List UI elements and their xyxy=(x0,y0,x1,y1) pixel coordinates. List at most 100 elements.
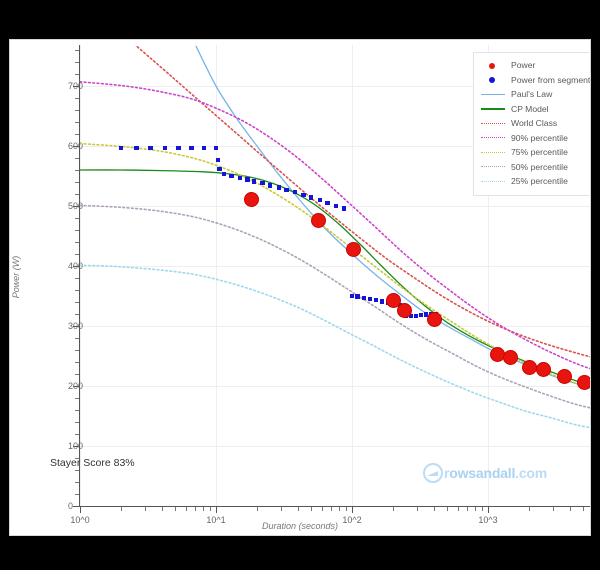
segment-power-marker[interactable] xyxy=(349,293,355,299)
x-tick-minor xyxy=(583,507,585,511)
segment-power-marker[interactable] xyxy=(355,294,360,299)
segment-power-marker[interactable] xyxy=(284,187,289,192)
segment-power-marker[interactable] xyxy=(217,166,222,171)
segment-power-marker[interactable] xyxy=(408,313,414,318)
power-marker[interactable] xyxy=(244,192,260,208)
series-line xyxy=(80,204,590,409)
y-tick-minor xyxy=(75,398,79,399)
segment-power-marker[interactable] xyxy=(413,313,419,318)
gridline-horizontal xyxy=(80,86,590,87)
legend-swatch xyxy=(480,132,506,144)
power-marker[interactable] xyxy=(345,241,361,257)
segment-power-marker[interactable] xyxy=(134,145,139,150)
segment-power-marker[interactable] xyxy=(267,183,273,188)
gridline-vertical xyxy=(80,45,81,506)
segment-power-marker[interactable] xyxy=(148,145,153,150)
x-tick-minor xyxy=(416,507,418,511)
x-tick xyxy=(80,507,81,513)
power-marker[interactable] xyxy=(576,375,590,391)
y-tick-minor xyxy=(75,410,79,411)
legend-swatch xyxy=(480,88,506,100)
segment-power-marker[interactable] xyxy=(118,145,124,150)
y-tick-minor xyxy=(75,122,79,123)
legend-item[interactable]: World Class xyxy=(480,116,584,131)
legend-label: Power from segments xyxy=(511,74,591,85)
segment-power-marker[interactable] xyxy=(333,203,338,209)
y-tick-minor xyxy=(75,242,79,243)
y-tick-minor xyxy=(75,98,79,99)
segment-power-marker[interactable] xyxy=(251,179,257,184)
legend-item[interactable]: Power xyxy=(480,58,584,73)
segment-power-marker[interactable] xyxy=(367,296,372,302)
segment-power-marker[interactable] xyxy=(423,312,429,317)
segment-power-marker[interactable] xyxy=(229,173,234,179)
segment-power-marker[interactable] xyxy=(292,190,298,195)
y-tick-minor xyxy=(75,278,79,279)
segment-power-marker[interactable] xyxy=(361,295,366,300)
legend-item[interactable]: 25% percentile xyxy=(480,174,584,189)
power-marker[interactable] xyxy=(311,212,327,228)
power-marker[interactable] xyxy=(557,368,573,384)
segment-power-marker[interactable] xyxy=(379,299,385,304)
y-tick xyxy=(73,146,79,147)
power-marker[interactable] xyxy=(427,312,443,328)
segment-power-marker[interactable] xyxy=(301,193,306,198)
segment-power-marker[interactable] xyxy=(189,145,194,150)
power-marker[interactable] xyxy=(503,350,519,366)
y-tick xyxy=(73,326,79,327)
stayer-score-annotation: Stayer Score 83% xyxy=(50,457,135,469)
legend-item[interactable]: Power from segments xyxy=(480,73,590,88)
power-marker[interactable] xyxy=(397,303,413,319)
legend-line-icon xyxy=(481,108,505,110)
x-axis-line xyxy=(79,506,590,507)
y-tick-minor xyxy=(75,110,79,111)
segment-power-marker[interactable] xyxy=(308,195,314,200)
y-tick-minor xyxy=(75,182,79,183)
segment-power-marker[interactable] xyxy=(317,197,323,203)
x-tick-label: 10^0 xyxy=(70,515,90,525)
y-tick-minor xyxy=(75,470,79,471)
segment-power-marker[interactable] xyxy=(245,177,250,182)
legend-item[interactable]: 75% percentile xyxy=(480,145,584,160)
power-marker[interactable] xyxy=(386,293,402,309)
series-line xyxy=(134,45,590,358)
segment-power-marker[interactable] xyxy=(162,145,167,150)
x-tick-minor xyxy=(209,507,211,511)
legend-item[interactable]: CP Model xyxy=(480,102,584,117)
segment-power-marker[interactable] xyxy=(202,145,207,150)
legend-dotted-line-icon xyxy=(481,180,505,182)
segment-power-marker[interactable] xyxy=(418,313,424,318)
x-tick-minor xyxy=(345,507,347,511)
x-tick-minor xyxy=(280,507,282,511)
segment-power-marker[interactable] xyxy=(373,298,379,303)
segment-power-marker[interactable] xyxy=(215,157,220,162)
segment-power-marker[interactable] xyxy=(341,206,346,211)
y-tick-minor xyxy=(75,422,79,423)
segment-power-marker[interactable] xyxy=(276,185,282,190)
x-tick xyxy=(488,507,489,513)
segment-power-marker[interactable] xyxy=(213,145,219,150)
legend-item[interactable]: 50% percentile xyxy=(480,160,584,175)
series-line xyxy=(80,81,590,370)
segment-power-marker[interactable] xyxy=(325,200,330,206)
chart-legend: Power Power from segments Paul's Law CP Mod… xyxy=(473,52,590,196)
segment-power-marker[interactable] xyxy=(260,181,265,186)
x-tick-minor xyxy=(481,507,483,511)
x-tick-minor xyxy=(466,507,468,511)
gridline-horizontal xyxy=(80,146,590,147)
legend-label: World Class xyxy=(511,118,558,129)
segment-power-marker[interactable] xyxy=(222,172,227,177)
legend-item[interactable]: 90% percentile xyxy=(480,131,584,146)
legend-item[interactable]: Paul's Law xyxy=(480,87,584,102)
y-tick-minor xyxy=(75,50,79,51)
power-marker[interactable] xyxy=(535,362,551,378)
legend-label: Paul's Law xyxy=(511,89,553,100)
x-tick-minor xyxy=(330,507,332,511)
y-tick-minor xyxy=(75,458,79,459)
segment-power-marker[interactable] xyxy=(176,145,181,150)
legend-dot-icon xyxy=(489,62,495,69)
legend-swatch xyxy=(480,59,506,71)
y-tick-minor xyxy=(75,434,79,435)
x-tick-minor xyxy=(321,507,323,511)
segment-power-marker[interactable] xyxy=(237,175,243,180)
